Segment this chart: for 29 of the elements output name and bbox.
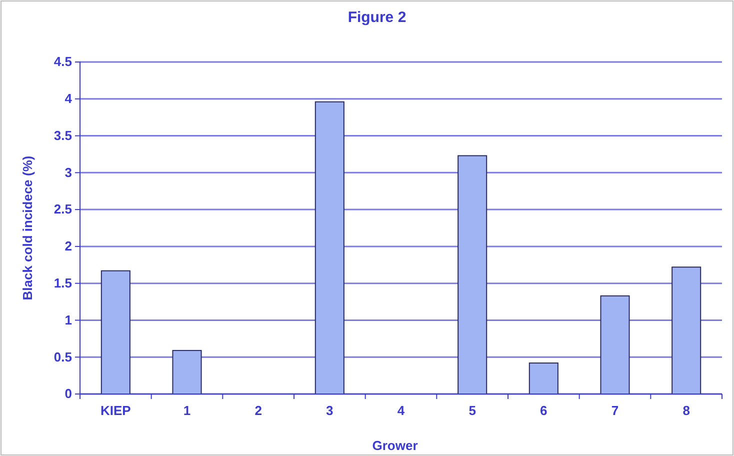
y-tick-label: 4 [64,91,73,106]
y-tick-label: 3.5 [54,128,72,143]
bar [314,101,344,394]
bar [600,295,630,394]
x-tick-label: 6 [540,403,548,418]
y-tick-label: 2.5 [54,202,72,217]
x-tick-label: 4 [397,403,406,418]
bar [100,270,130,394]
y-tick-label: 1 [64,312,72,328]
bar [672,266,702,394]
x-tick-label: 3 [326,403,334,418]
y-tick-label: 0.5 [54,349,72,364]
y-tick-label: 3 [64,164,72,180]
x-axis-title: Grower [372,438,418,453]
x-tick-label: 1 [183,403,191,418]
y-tick-label: 0 [64,386,72,402]
bar [528,362,558,394]
y-axis-title: Black cold incidece (%) [20,156,35,300]
x-tick-label: KIEP [100,403,132,418]
bar [458,155,488,394]
chart-title: Figure 2 [348,9,406,26]
y-tick-label: 1.5 [54,275,72,290]
bar [172,350,202,394]
y-tick-label: 4.5 [54,54,72,70]
x-tick-label: 7 [611,403,619,418]
x-tick-label: 8 [682,403,690,418]
x-tick-label: 5 [468,403,476,418]
y-tick-label: 2 [64,238,72,254]
x-tick-label: 2 [254,403,262,418]
